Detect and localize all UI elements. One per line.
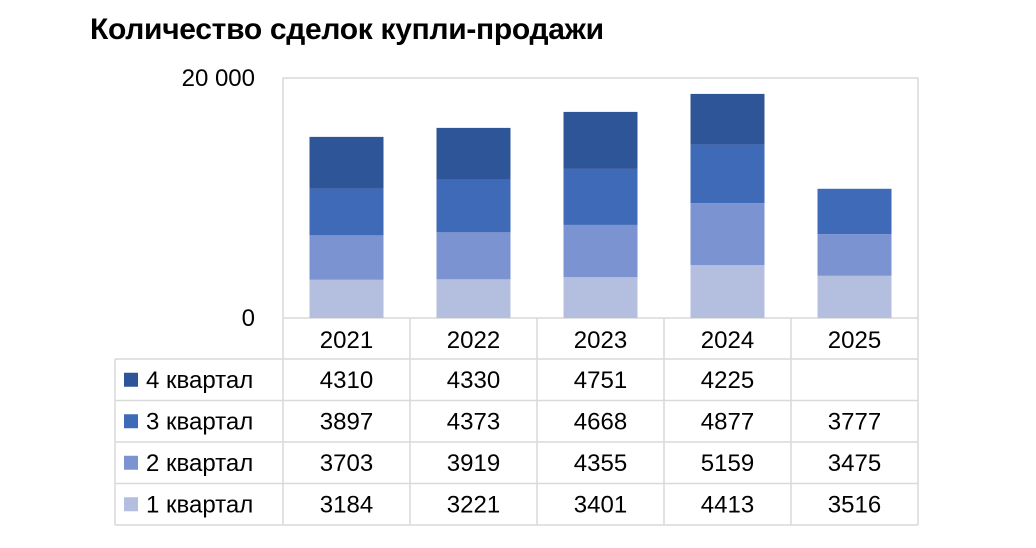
y-tick-label: 20 000 (182, 65, 255, 92)
data-label: 3777 (828, 408, 881, 435)
bar-segment (563, 277, 638, 318)
chart-title: Количество сделок купли-продажи (90, 13, 604, 46)
bar-segment (309, 188, 384, 236)
data-label: 4330 (447, 367, 500, 394)
data-label: 4751 (574, 367, 627, 394)
legend-label: 2 квартал (146, 450, 253, 477)
bar-segment (690, 93, 765, 145)
bar-segment (309, 136, 384, 189)
x-tick-label: 2022 (447, 327, 500, 354)
data-label: 3401 (574, 491, 627, 518)
data-label: 3919 (447, 450, 500, 477)
data-label: 4373 (447, 408, 500, 435)
x-tick-label: 2024 (701, 327, 754, 354)
data-label: 4355 (574, 450, 627, 477)
bar-segment (436, 232, 511, 280)
data-label: 3221 (447, 491, 500, 518)
x-tick-label: 2021 (320, 327, 373, 354)
data-label: 3184 (320, 491, 373, 518)
data-label: 4413 (701, 491, 754, 518)
y-tick-label: 0 (242, 305, 255, 332)
bar-segment (563, 224, 638, 278)
legend-key (124, 414, 138, 429)
data-label: 3516 (828, 491, 881, 518)
data-label: 4668 (574, 408, 627, 435)
data-label: 4225 (701, 367, 754, 394)
legend-label: 4 квартал (146, 367, 253, 394)
data-label: 3475 (828, 450, 881, 477)
bar-segment (690, 265, 765, 318)
bar-segment (817, 234, 892, 276)
legend-key (124, 372, 138, 387)
bar-segment (690, 203, 765, 266)
legend-label: 1 квартал (146, 491, 253, 518)
bar-segment (436, 127, 511, 180)
bar-segment (309, 279, 384, 318)
data-label: 4877 (701, 408, 754, 435)
x-tick-label: 2023 (574, 327, 627, 354)
data-label: 3897 (320, 408, 373, 435)
bar-segment (817, 188, 892, 235)
bar-segment (817, 275, 892, 318)
bar-segment (436, 279, 511, 318)
bar-segment (309, 235, 384, 280)
x-tick-label: 2025 (828, 327, 881, 354)
data-table: 2021 2022 2023 2024 2025 4 квартал 4310 4330 475… (114, 318, 919, 526)
bar-segment (690, 144, 765, 204)
bar-segment (563, 168, 638, 225)
bars (309, 93, 892, 318)
y-axis: 0 20 000 (182, 65, 255, 332)
legend-key (124, 455, 138, 470)
bar-segment (563, 111, 638, 169)
bar-segment (436, 179, 511, 233)
legend-label: 3 квартал (146, 408, 253, 435)
data-label: 3703 (320, 450, 373, 477)
data-label: 5159 (701, 450, 754, 477)
legend-key (124, 497, 138, 512)
data-label: 4310 (320, 367, 373, 394)
